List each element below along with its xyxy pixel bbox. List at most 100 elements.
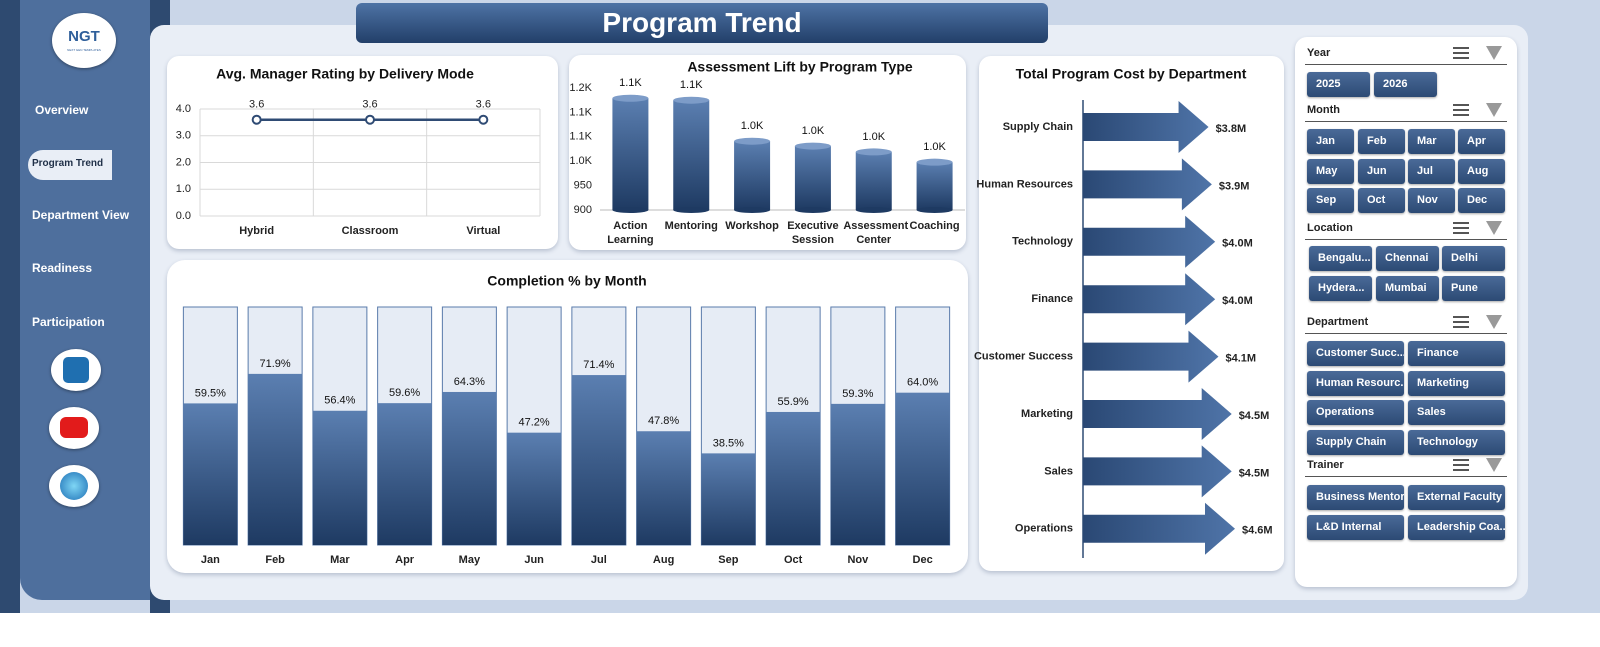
slicer-button[interactable]: Supply Chain [1307, 429, 1404, 455]
slicer-button[interactable]: 2025 [1307, 72, 1370, 97]
slicer-button[interactable]: External Faculty [1408, 485, 1505, 510]
slicer-button[interactable]: Customer Succ... [1307, 341, 1404, 366]
slicer-button[interactable]: Leadership Coa... [1408, 514, 1505, 540]
arrow-bar [1083, 101, 1209, 153]
data-label: 59.6% [389, 387, 420, 399]
multi-select-icon[interactable] [1453, 316, 1469, 330]
slicer-button[interactable]: Mumbai [1376, 275, 1439, 301]
data-label: 64.3% [454, 376, 485, 388]
nav-item[interactable]: Overview [35, 103, 89, 117]
chart-title: Completion % by Month [487, 273, 646, 289]
slicer-button[interactable]: Aug [1458, 158, 1505, 184]
x-tick-label: Dec [912, 554, 933, 566]
slicer-button[interactable]: Bengalu... [1309, 246, 1372, 271]
multi-select-icon[interactable] [1453, 222, 1469, 236]
slicer-button[interactable]: May [1307, 158, 1354, 184]
nav-item[interactable]: Department View [32, 208, 130, 222]
clear-filter-icon[interactable] [1486, 103, 1502, 117]
y-tick-label: 1.2K [569, 82, 592, 94]
data-label: 47.2% [519, 417, 550, 429]
data-label: 3.6 [362, 99, 377, 111]
slicer-button[interactable]: Human Resourc... [1307, 370, 1404, 396]
data-label: $4.5M [1239, 467, 1270, 479]
bar [916, 162, 953, 210]
bar [183, 403, 238, 545]
clear-filter-icon[interactable] [1486, 458, 1502, 472]
y-tick-label: 1.1K [569, 131, 592, 143]
slicer-button[interactable]: Marketing [1408, 370, 1505, 396]
slicer-button[interactable]: Technology [1408, 429, 1505, 455]
linkedin-icon[interactable] [51, 349, 101, 391]
multi-select-icon[interactable] [1453, 459, 1469, 473]
bar-cap [916, 158, 953, 166]
bottom-margin [0, 613, 1600, 647]
clear-filter-icon[interactable] [1486, 221, 1502, 235]
slicer-button[interactable]: Delhi [1442, 246, 1505, 271]
data-label: 71.4% [583, 359, 614, 371]
y-tick-label: 900 [574, 204, 592, 216]
slicer-button[interactable]: Jan [1307, 129, 1354, 154]
data-label: 1.0K [802, 125, 825, 137]
slicer-divider [1305, 64, 1507, 65]
data-label: 38.5% [713, 437, 744, 449]
nav-item[interactable]: Program Trend [32, 158, 104, 169]
clear-filter-icon[interactable] [1486, 315, 1502, 329]
slicer-divider [1305, 239, 1507, 240]
slicer-button[interactable]: Mar [1408, 129, 1455, 154]
y-tick-label: 3.0 [176, 130, 191, 142]
nav-item[interactable]: Participation [32, 315, 105, 329]
slicer-button[interactable]: Dec [1458, 188, 1505, 213]
clear-filter-icon[interactable] [1486, 46, 1502, 60]
slicer-button[interactable]: Sales [1408, 400, 1505, 425]
slicer-button[interactable]: Oct [1358, 188, 1405, 213]
slicer-button[interactable]: Pune [1442, 275, 1505, 301]
youtube-icon[interactable] [49, 407, 99, 449]
bar-base [734, 207, 771, 213]
x-tick-label: Classroom [342, 225, 399, 237]
slicer-title: Month [1307, 104, 1340, 116]
x-tick-label: Hybrid [239, 225, 274, 237]
y-tick-label: 950 [574, 180, 592, 192]
slicer-button[interactable]: Business Mentor [1307, 485, 1404, 510]
slicer-button[interactable]: 2026 [1374, 72, 1437, 97]
y-tick-label: 2.0 [176, 156, 191, 168]
x-tick-label: Executive Session [787, 220, 839, 246]
multi-select-icon[interactable] [1453, 47, 1469, 61]
multi-select-icon[interactable] [1453, 104, 1469, 118]
slicer-button[interactable]: Apr [1458, 129, 1505, 154]
chart-title: Total Program Cost by Department [1016, 66, 1247, 82]
bar [830, 403, 885, 545]
chart-title: Avg. Manager Rating by Delivery Mode [216, 66, 474, 82]
slicer-divider [1305, 333, 1507, 334]
slicer-button[interactable]: Sep [1307, 188, 1354, 213]
slicer-button[interactable]: Operations [1307, 400, 1404, 425]
bar-cap [794, 142, 831, 150]
slicer-button[interactable]: Feb [1358, 129, 1405, 154]
slicer-button[interactable]: Jul [1408, 158, 1455, 184]
web-icon[interactable] [49, 465, 99, 507]
data-label: $4.6M [1242, 525, 1273, 537]
logo: NGT NEXT GEN TEMPLATES [52, 13, 116, 68]
arrow-bar [1083, 502, 1235, 555]
linkedin-glyph [63, 357, 89, 383]
slicer-button[interactable]: Nov [1408, 188, 1455, 213]
data-label: 3.6 [249, 99, 264, 111]
data-label: 55.9% [778, 396, 809, 408]
x-tick-label: Sep [718, 554, 739, 566]
x-tick-label: Apr [395, 554, 415, 566]
slicer-divider [1305, 476, 1507, 477]
y-tick-label: 4.0 [176, 103, 191, 115]
data-label: 1.1K [619, 77, 642, 89]
arrow-bar [1083, 273, 1216, 326]
data-label: 59.5% [195, 387, 226, 399]
data-label: $4.5M [1239, 410, 1270, 422]
slicer-button[interactable]: Finance [1408, 341, 1505, 366]
slicer-button[interactable]: Jun [1358, 158, 1405, 184]
bar [636, 431, 691, 545]
slicer-button[interactable]: Chennai [1376, 246, 1439, 271]
slicer-button[interactable]: L&D Internal [1307, 514, 1404, 540]
slicer-button[interactable]: Hydera... [1309, 275, 1372, 301]
nav-item[interactable]: Readiness [32, 261, 93, 275]
data-label: 56.4% [324, 395, 355, 407]
